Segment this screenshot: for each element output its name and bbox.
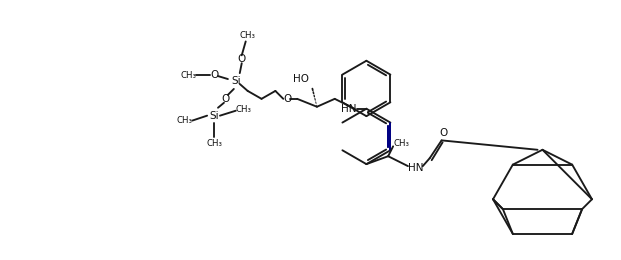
Text: HO: HO (293, 74, 309, 84)
Text: CH₃: CH₃ (393, 139, 409, 148)
Text: O: O (222, 94, 230, 104)
Text: CH₃: CH₃ (236, 105, 252, 114)
Text: O: O (440, 128, 448, 139)
Text: CH₃: CH₃ (176, 116, 193, 125)
Text: HN: HN (341, 104, 356, 114)
Text: HN: HN (408, 163, 424, 173)
Text: Si: Si (209, 111, 219, 121)
Text: CH₃: CH₃ (240, 31, 256, 40)
Text: CH₃: CH₃ (180, 71, 196, 80)
Text: O: O (210, 70, 218, 80)
Text: Si: Si (231, 76, 240, 86)
Text: O: O (283, 94, 291, 104)
Text: CH₃: CH₃ (206, 139, 222, 148)
Text: O: O (238, 54, 246, 64)
